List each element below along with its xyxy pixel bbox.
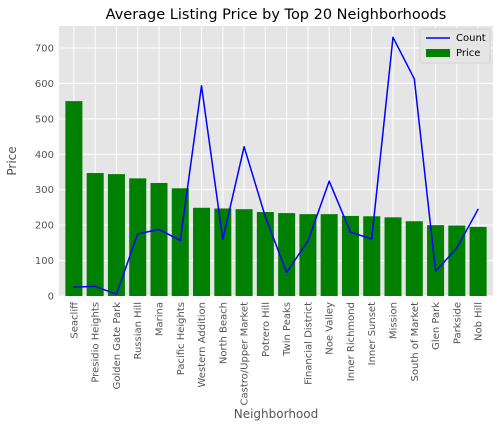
x-tick-labels: Seacliff Presidio Heights Golden Gate Park…: [69, 301, 484, 406]
bar: [214, 208, 232, 296]
x-tick-label: Presidio Heights: [91, 302, 102, 383]
legend-price-label: Price: [456, 48, 480, 59]
x-tick-label: Twin Peaks: [282, 302, 293, 357]
x-tick-label: Castro/Upper Market: [240, 302, 251, 406]
y-tick-label: 600: [35, 79, 54, 90]
x-tick-label: Mission: [389, 302, 400, 339]
x-tick-label: South of Market: [410, 302, 421, 382]
bar: [256, 212, 274, 296]
y-tick-label: 400: [35, 150, 54, 161]
bar: [235, 209, 253, 296]
count-point: [286, 271, 288, 273]
bar: [363, 216, 381, 296]
x-tick-label: Inner Richmond: [346, 302, 357, 381]
x-tick-label: Seacliff: [69, 301, 80, 339]
count-point: [264, 216, 266, 218]
x-tick-label: Russian Hill: [133, 302, 144, 360]
count-point: [392, 36, 394, 38]
count-point: [200, 85, 203, 87]
y-axis-label: Price: [5, 146, 19, 175]
count-point: [477, 208, 479, 210]
x-tick-label: Parkside: [452, 302, 463, 344]
y-tick-labels: 0 100 200 300 400 500 600 700: [35, 43, 54, 302]
bar: [107, 174, 125, 296]
count-point: [456, 247, 458, 249]
count-point: [158, 228, 160, 230]
bar: [469, 226, 487, 296]
x-tick-label: Pacific Heights: [176, 302, 187, 375]
count-point: [94, 285, 96, 288]
bar: [320, 214, 338, 296]
x-tick-label: Golden Gate Park: [112, 302, 123, 390]
y-tick-label: 300: [35, 185, 54, 196]
x-axis-label: Neighborhood: [234, 407, 319, 421]
bar: [278, 213, 296, 296]
bar: [65, 101, 83, 297]
y-tick-label: 500: [35, 114, 54, 125]
x-tick-label: Inner Sunset: [367, 302, 378, 365]
legend: Count Price: [419, 28, 491, 64]
bar: [171, 188, 189, 296]
count-point: [115, 293, 118, 295]
y-tick-label: 200: [35, 221, 54, 232]
count-point: [371, 238, 373, 240]
bar: [86, 173, 104, 296]
legend-price-swatch: [426, 49, 450, 57]
y-tick-label: 100: [35, 256, 54, 267]
count-point: [434, 270, 437, 272]
count-point: [307, 240, 309, 242]
bar: [341, 215, 359, 296]
bar: [150, 182, 168, 296]
chart-title: Average Listing Price by Top 20 Neighbor…: [106, 7, 447, 23]
line-series: [73, 36, 479, 295]
count-point: [137, 233, 139, 235]
bar: [448, 225, 466, 296]
x-tick-label: Financial District: [303, 302, 314, 385]
x-tick-label: Marina: [154, 302, 165, 336]
x-tick-label: Noe Valley: [325, 302, 336, 355]
x-tick-label: Nob Hill: [474, 302, 485, 341]
x-tick-label: Potrero Hill: [261, 302, 272, 357]
count-point: [222, 238, 224, 240]
x-tick-label: Glen Park: [431, 302, 442, 350]
count-point: [73, 286, 75, 288]
y-tick-label: 700: [35, 43, 54, 54]
count-point: [179, 239, 181, 241]
bar: [129, 178, 147, 296]
count-point: [413, 78, 415, 80]
count-point: [243, 146, 245, 148]
x-tick-label: Western Addition: [197, 302, 208, 387]
bar: [427, 225, 445, 296]
x-tick-label: North Beach: [218, 302, 229, 364]
bar: [405, 221, 423, 296]
bar: [193, 207, 211, 296]
bar-series: [65, 101, 487, 297]
y-tick-label: 0: [48, 292, 54, 303]
count-line: [73, 36, 479, 295]
legend-count-label: Count: [456, 33, 486, 44]
bar: [384, 217, 402, 296]
count-point: [349, 231, 352, 233]
bar: [299, 214, 317, 296]
count-point: [328, 180, 330, 182]
